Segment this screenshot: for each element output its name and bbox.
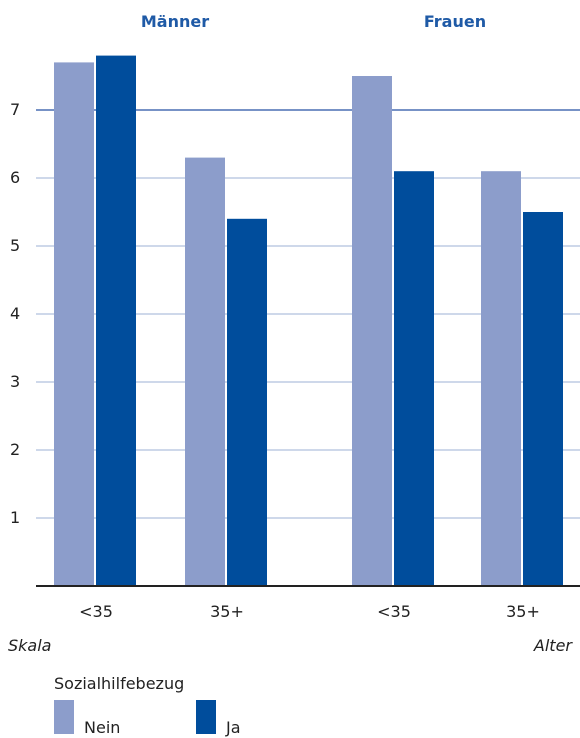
bar-ja-2	[394, 171, 434, 586]
bar-chart: 1 2 3 4 5 6 7 <35 35+ <35 35+ Männer Frauen	[10, 12, 580, 621]
bar-nein-0	[54, 62, 94, 586]
y-tick-label-6: 6	[10, 168, 20, 187]
bar-ja-0	[96, 55, 136, 587]
bar-nein-1	[185, 157, 225, 586]
group-title-0: Männer	[141, 12, 209, 31]
y-tick-label-1: 1	[10, 508, 20, 527]
x-tick-label-2: <35	[377, 602, 411, 621]
legend-swatch-nein	[54, 700, 74, 734]
bars	[54, 55, 563, 587]
legend-title: Sozialhilfebezug	[54, 674, 185, 693]
x-tick-label-3: 35+	[506, 602, 540, 621]
y-tick-label-2: 2	[10, 440, 20, 459]
group-title-1: Frauen	[424, 12, 486, 31]
y-axis-label: Skala	[8, 636, 52, 655]
x-tick-labels: <35 35+ <35 35+	[79, 602, 540, 621]
bar-nein-3	[481, 171, 521, 586]
legend-label-nein: Nein	[84, 718, 121, 737]
group-titles: Männer Frauen	[141, 12, 486, 31]
y-tick-label-7: 7	[10, 100, 20, 119]
legend-label-ja: Ja	[226, 718, 241, 737]
y-tick-label-5: 5	[10, 236, 20, 255]
x-tick-label-0: <35	[79, 602, 113, 621]
bar-nein-2	[352, 76, 392, 586]
x-axis-label: Alter	[533, 636, 572, 655]
y-tick-labels: 1 2 3 4 5 6 7	[10, 100, 20, 527]
bar-ja-3	[523, 212, 563, 586]
y-tick-label-3: 3	[10, 372, 20, 391]
legend-swatch-ja	[196, 700, 216, 734]
bar-ja-1	[227, 218, 267, 587]
x-tick-label-1: 35+	[210, 602, 244, 621]
y-tick-label-4: 4	[10, 304, 20, 323]
